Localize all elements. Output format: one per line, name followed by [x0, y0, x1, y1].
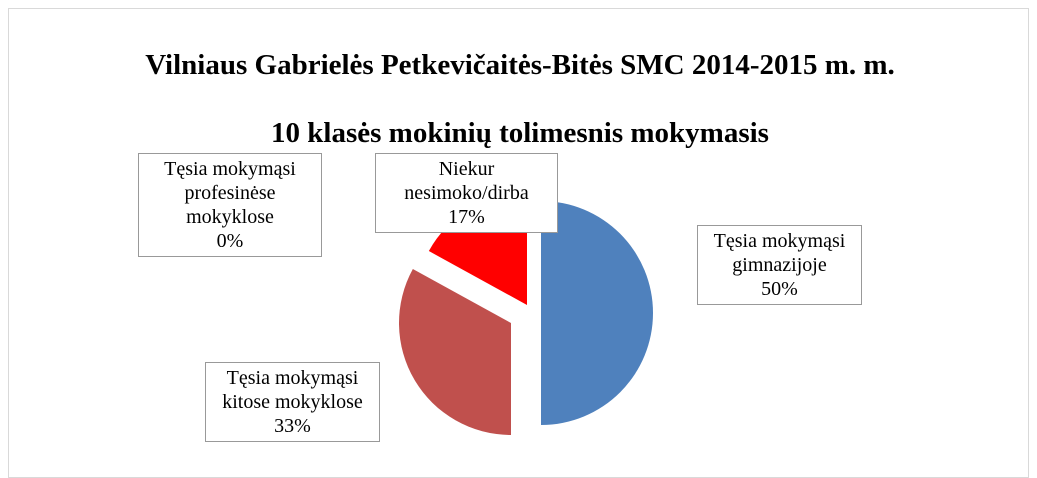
slice-category-label: Tęsia mokymąsi gimnazijoje — [713, 230, 846, 276]
pie-slice — [399, 269, 511, 435]
slice-value-label: 17% — [448, 206, 485, 228]
slice-value-label: 33% — [274, 415, 311, 437]
slice-value-label: 50% — [761, 278, 798, 300]
chart-subtitle: 10 klasės mokinių tolimesnis mokymasis — [271, 117, 769, 149]
data-label-box: Tęsia mokymąsi profesinėse mokyklose 0% — [138, 153, 322, 257]
data-label-box: Tęsia mokymąsi kitose mokyklose 33% — [205, 362, 380, 442]
slice-category-label: Tęsia mokymąsi profesinėse mokyklose — [164, 158, 296, 228]
slice-category-label: Niekur nesimoko/dirba — [404, 158, 529, 204]
pie-slice — [541, 201, 653, 425]
data-label-box: Niekur nesimoko/dirba 17% — [375, 153, 558, 233]
slice-value-label: 0% — [216, 230, 244, 252]
slice-category-label: Tęsia mokymąsi kitose mokyklose — [222, 367, 363, 413]
data-label-box: Tęsia mokymąsi gimnazijoje 50% — [697, 225, 862, 305]
chart-title: Vilniaus Gabrielės Petkevičaitės-Bitės S… — [145, 49, 895, 81]
